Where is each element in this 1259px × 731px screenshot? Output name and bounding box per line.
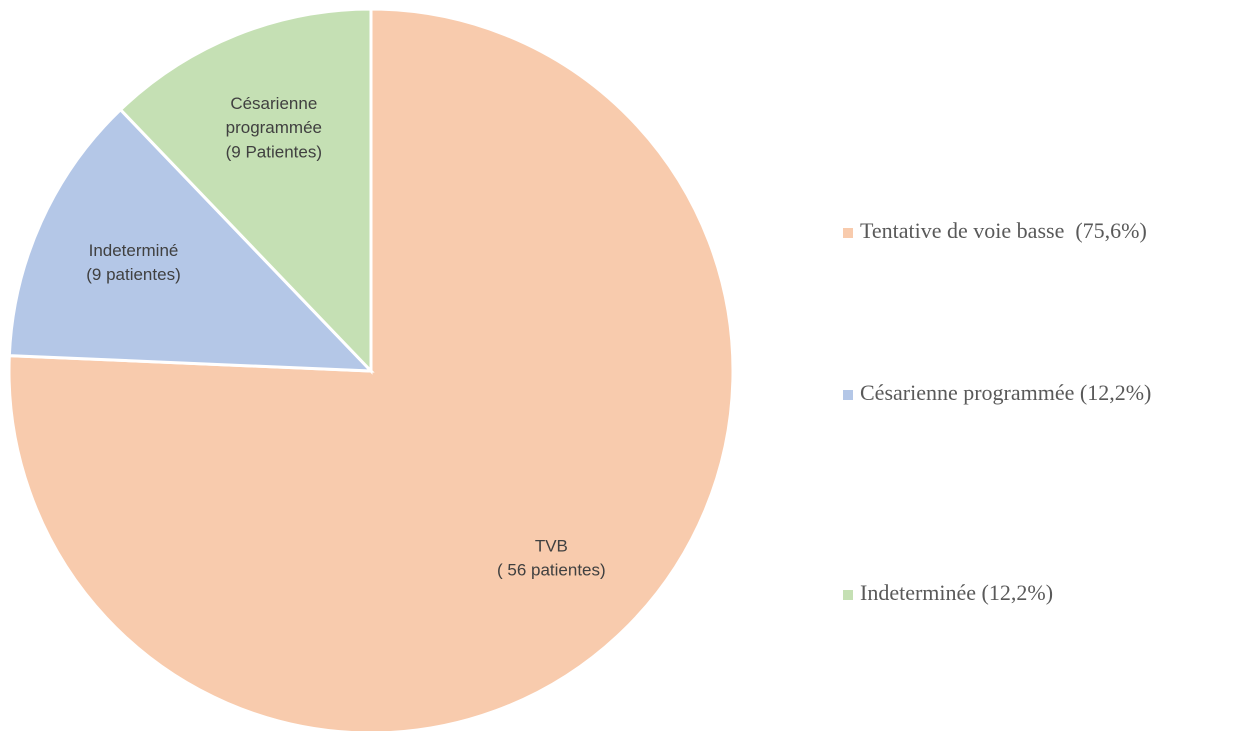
legend-swatch bbox=[843, 228, 853, 238]
legend-label: Césarienne programmée (12,2%) bbox=[860, 380, 1151, 405]
legend-swatch bbox=[843, 390, 853, 400]
slice-name: TVB bbox=[535, 537, 568, 556]
slice-name-line: Césarienne bbox=[230, 95, 317, 114]
legend-label: Indeterminée (12,2%) bbox=[860, 580, 1053, 605]
slice-name: Indeterminé bbox=[89, 241, 179, 260]
legend-label: Tentative de voie basse (75,6%) bbox=[860, 218, 1147, 243]
data-label: (9 Patientes) bbox=[226, 143, 322, 162]
slice-name-line: programmée bbox=[226, 119, 322, 138]
pie-slice bbox=[7, 107, 375, 373]
data-label: ( 56 patientes) bbox=[497, 561, 606, 580]
pie-slice bbox=[118, 7, 373, 375]
data-label: (9 patientes) bbox=[86, 265, 181, 284]
slice-name: Césarienne programmée bbox=[226, 95, 322, 138]
legend-swatch bbox=[843, 590, 853, 600]
